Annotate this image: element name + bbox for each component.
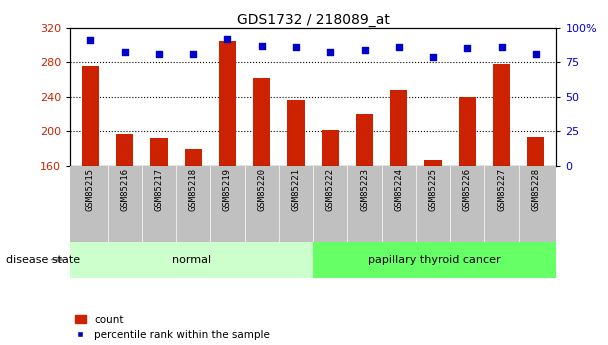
Text: GSM85222: GSM85222 — [326, 168, 335, 211]
Bar — [253, 78, 271, 166]
Bar — [424, 159, 441, 166]
Text: GSM85221: GSM85221 — [291, 168, 300, 211]
Text: GSM85218: GSM85218 — [188, 168, 198, 211]
Point — [223, 36, 232, 41]
Point — [188, 51, 198, 57]
Text: GSM85223: GSM85223 — [360, 168, 369, 211]
Point — [360, 47, 370, 52]
Text: disease state: disease state — [6, 255, 80, 265]
Legend: count, percentile rank within the sample: count, percentile rank within the sample — [75, 315, 270, 340]
Text: GSM85227: GSM85227 — [497, 168, 506, 211]
Bar — [150, 138, 168, 166]
Point — [154, 51, 164, 57]
Point — [291, 44, 301, 50]
Point — [257, 43, 266, 48]
Bar — [527, 137, 544, 166]
Text: GSM85216: GSM85216 — [120, 168, 130, 211]
Bar — [288, 100, 305, 166]
Bar — [390, 90, 407, 166]
Point — [120, 50, 130, 55]
Text: GSM85220: GSM85220 — [257, 168, 266, 211]
Text: GSM85219: GSM85219 — [223, 168, 232, 211]
Point — [463, 46, 472, 51]
Bar — [116, 134, 133, 166]
Text: GSM85224: GSM85224 — [394, 168, 403, 211]
Bar — [356, 114, 373, 166]
Point — [325, 50, 335, 55]
Bar — [70, 241, 313, 278]
Bar — [493, 64, 510, 166]
Text: GSM85228: GSM85228 — [531, 168, 541, 211]
Text: GSM85226: GSM85226 — [463, 168, 472, 211]
Point — [86, 37, 95, 43]
Bar — [185, 149, 202, 166]
Bar — [322, 130, 339, 166]
Bar — [458, 97, 476, 166]
Point — [531, 51, 541, 57]
Point — [394, 44, 404, 50]
Bar — [313, 241, 556, 278]
Text: normal: normal — [172, 255, 211, 265]
Bar — [82, 66, 99, 166]
Text: GSM85225: GSM85225 — [429, 168, 438, 211]
Point — [497, 44, 506, 50]
Point — [428, 54, 438, 59]
Text: GSM85217: GSM85217 — [154, 168, 164, 211]
Text: GSM85215: GSM85215 — [86, 168, 95, 211]
Bar — [219, 40, 236, 166]
Title: GDS1732 / 218089_at: GDS1732 / 218089_at — [237, 12, 390, 27]
Text: papillary thyroid cancer: papillary thyroid cancer — [368, 255, 501, 265]
